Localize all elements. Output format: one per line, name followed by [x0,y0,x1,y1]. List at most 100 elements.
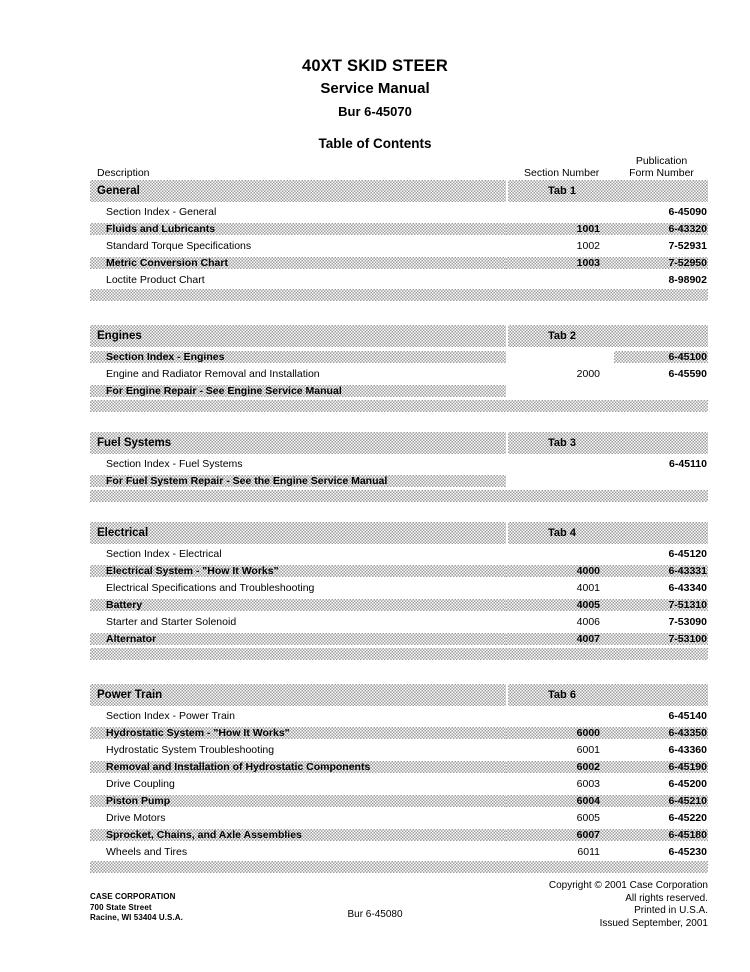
row-description: Loctite Product Chart [106,273,205,286]
section-spacer [90,412,708,432]
row-section-number: 6000 [506,726,614,739]
table-row[interactable]: Engine and Radiator Removal and Installa… [90,365,708,382]
row-publication-form-number: 7-52931 [668,239,707,252]
section-header-row[interactable]: General Tab 1 [90,180,708,202]
row-description: Drive Coupling [106,777,175,790]
section-footer-band [90,861,708,873]
company-name: CASE CORPORATION [90,892,176,901]
table-row[interactable]: Section Index - Fuel Systems 6-45110 [90,455,708,472]
page-title: Table of Contents [318,136,432,151]
row-description: Hydrostatic System - "How It Works" [90,726,506,739]
table-row[interactable]: Alternator 4007 7-53100 [90,630,708,647]
section-title: Electrical [97,527,149,539]
section-header-band-tab: Tab 4 [508,522,616,544]
row-description: Electrical Specifications and Troublesho… [106,581,315,594]
manual-model-title: 40XT SKID STEER [301,57,449,75]
table-row[interactable]: Section Index - General 6-45090 [90,203,708,220]
row-publication-form-number: 7-53090 [668,615,707,628]
table-row[interactable]: Electrical System - "How It Works" 4000 6-… [90,562,708,579]
company-city: Racine, WI 53404 U.S.A. [90,913,184,922]
issued-line: Issued September, 2001 [599,917,708,929]
row-publication-form-number: 6-45200 [668,777,707,790]
row-section-number: 6001 [576,743,600,756]
section-title: Power Train [97,689,163,701]
table-row[interactable]: Piston Pump 6004 6-45210 [90,792,708,809]
row-section-number: 4001 [576,581,600,594]
section-header-row[interactable]: Power Train Tab 6 [90,684,708,706]
section-header-row[interactable]: Fuel Systems Tab 3 [90,432,708,454]
row-description: Wheels and Tires [106,845,188,858]
section-header-band-tab: Tab 2 [508,325,616,347]
section-header-band-right [616,684,708,706]
section-header-band-left: Engines [90,325,506,347]
row-description: Alternator [90,632,506,645]
row-description: Sprocket, Chains, and Axle Assemblies [90,828,506,841]
row-section-number: 6011 [577,845,600,858]
row-description: Drive Motors [106,811,166,824]
table-row[interactable]: For Fuel System Repair - See the Engine … [90,472,708,489]
section-header-row[interactable]: Engines Tab 2 [90,325,708,347]
table-row[interactable]: Drive Motors 6005 6-45220 [90,809,708,826]
copyright-block: Copyright © 2001 Case Corporation All ri… [549,880,708,930]
row-section-number: 2000 [576,367,600,380]
row-description: Fluids and Lubricants [90,222,506,235]
row-publication-form-number: 6-45190 [614,760,708,773]
table-row[interactable]: Starter and Starter Solenoid 4006 7-53090 [90,613,708,630]
row-section-number: 6002 [506,760,614,773]
row-description: Electrical System - "How It Works" [90,564,506,577]
table-row[interactable]: Sprocket, Chains, and Axle Assemblies 600… [90,826,708,843]
section-header-band-left: Power Train [90,684,506,706]
table-row[interactable]: Loctite Product Chart 8-98902 [90,271,708,288]
row-publication-form-number: 6-43360 [668,743,707,756]
table-row[interactable]: Section Index - Engines 6-45100 [90,348,708,365]
table-row[interactable]: Standard Torque Specifications 1002 7-5293… [90,237,708,254]
page-footer: CASE CORPORATION 700 State Street Racine… [0,880,750,944]
table-row[interactable]: Hydrostatic System - "How It Works" 6000 6… [90,724,708,741]
section-header-row[interactable]: Electrical Tab 4 [90,522,708,544]
section-tab-label: Tab 3 [548,437,576,449]
table-row[interactable]: Drive Coupling 6003 6-45200 [90,775,708,792]
printed-line: Printed in U.S.A. [634,905,708,916]
table-row[interactable]: Electrical Specifications and Troublesho… [90,579,708,596]
section-tab-label: Tab 6 [548,689,576,701]
row-description: For Engine Repair - See Engine Service M… [90,384,506,397]
row-description: Section Index - General [106,205,217,218]
section-footer-band [90,490,708,502]
section-title: General [97,185,140,197]
row-publication-form-number: 6-45590 [668,367,707,380]
section-footer-band [90,400,708,412]
column-header-publication-form-number: Publication Form Number [615,155,708,179]
row-publication-form-number: 7-52950 [614,256,708,269]
row-section-number: 4005 [506,598,614,611]
section-tab-label: Tab 2 [548,330,576,342]
footer-bulletin-number: Bur 6-45080 [347,909,403,920]
row-publication-form-number: 7-51310 [614,598,708,611]
row-publication-form-number: 6-45210 [614,794,708,807]
row-section-number: 1002 [576,239,600,252]
section-header-band-left: General [90,180,506,202]
column-header-description: Description [97,167,150,179]
section-spacer [90,502,708,522]
table-row[interactable]: Removal and Installation of Hydrostatic … [90,758,708,775]
table-row[interactable]: Section Index - Power Train 6-45140 [90,707,708,724]
table-row[interactable]: Hydrostatic System Troubleshooting 6001 6-… [90,741,708,758]
title-block: 40XT SKID STEER Service Manual Bur 6-450… [0,0,750,153]
row-section-number: 6004 [506,794,614,807]
table-row[interactable]: Wheels and Tires 6011 6-45230 [90,843,708,860]
section-tab-label: Tab 1 [548,185,576,197]
row-publication-form-number: 7-53100 [614,632,708,645]
row-publication-form-number: 6-45110 [669,457,707,470]
row-section-number: 6005 [576,811,600,824]
table-row[interactable]: For Engine Repair - See Engine Service M… [90,382,708,399]
table-row[interactable]: Section Index - Electrical 6-45120 [90,545,708,562]
section-spacer [90,301,708,325]
toc-sections: General Tab 1 Section Index - General 6-450… [90,180,708,873]
row-publication-form-number: 6-43320 [614,222,708,235]
toc-section: Engines Tab 2 Section Index - Engines 6-451… [90,325,708,432]
table-row[interactable]: Metric Conversion Chart 1003 7-52950 [90,254,708,271]
table-row[interactable]: Fluids and Lubricants 1001 6-43320 [90,220,708,237]
manual-type-title: Service Manual [320,80,430,97]
row-publication-form-number: 6-45100 [614,350,708,363]
section-title: Fuel Systems [97,437,172,449]
table-row[interactable]: Battery 4005 7-51310 [90,596,708,613]
